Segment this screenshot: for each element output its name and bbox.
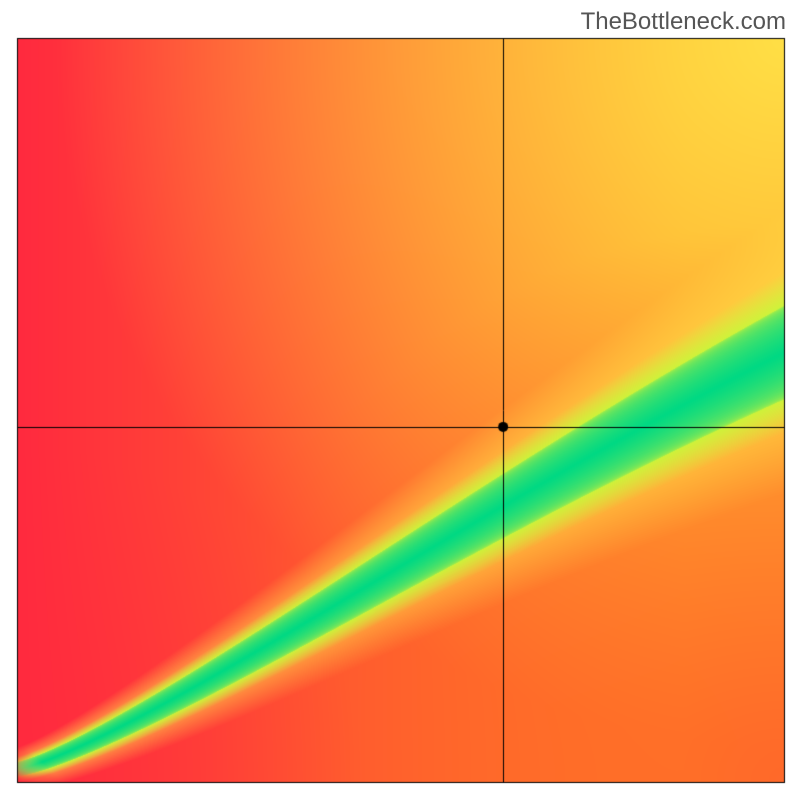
bottleneck-heatmap [0,0,800,800]
chart-container: TheBottleneck.com [0,0,800,800]
watermark-text: TheBottleneck.com [581,8,786,36]
